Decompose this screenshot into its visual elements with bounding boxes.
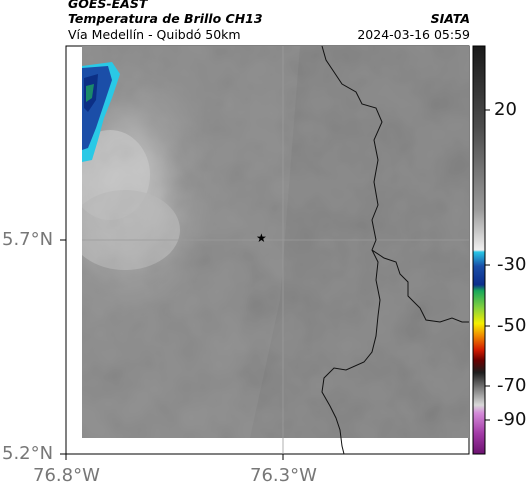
colorbar: [472, 45, 486, 455]
location-subtitle: Vía Medellín - Quibdó 50km: [68, 27, 241, 42]
colorbar-label-minus70: -70: [497, 375, 526, 396]
satellite-title: GOES-EAST: [68, 0, 148, 11]
org-label: SIATA: [430, 11, 470, 26]
product-title: Temperatura de Brillo CH13: [68, 11, 263, 26]
location-marker-icon: ★: [256, 231, 267, 245]
colorbar-label-minus50: -50: [497, 315, 526, 336]
x-tick-76.8: 76.8°W: [33, 465, 100, 486]
y-tick-5.7: 5.7°N: [2, 229, 54, 250]
colorbar-label-minus90: -90: [497, 409, 526, 430]
y-tick-5.2: 5.2°N: [2, 443, 54, 464]
brightness-temperature-field: [82, 46, 469, 438]
datetime-label: 2024-03-16 05:59: [357, 27, 470, 42]
x-tick-76.3: 76.3°W: [250, 465, 317, 486]
colorbar-label-20: 20: [494, 99, 517, 120]
colorbar-label-minus30: -30: [497, 254, 526, 275]
department-border: [321, 45, 469, 455]
